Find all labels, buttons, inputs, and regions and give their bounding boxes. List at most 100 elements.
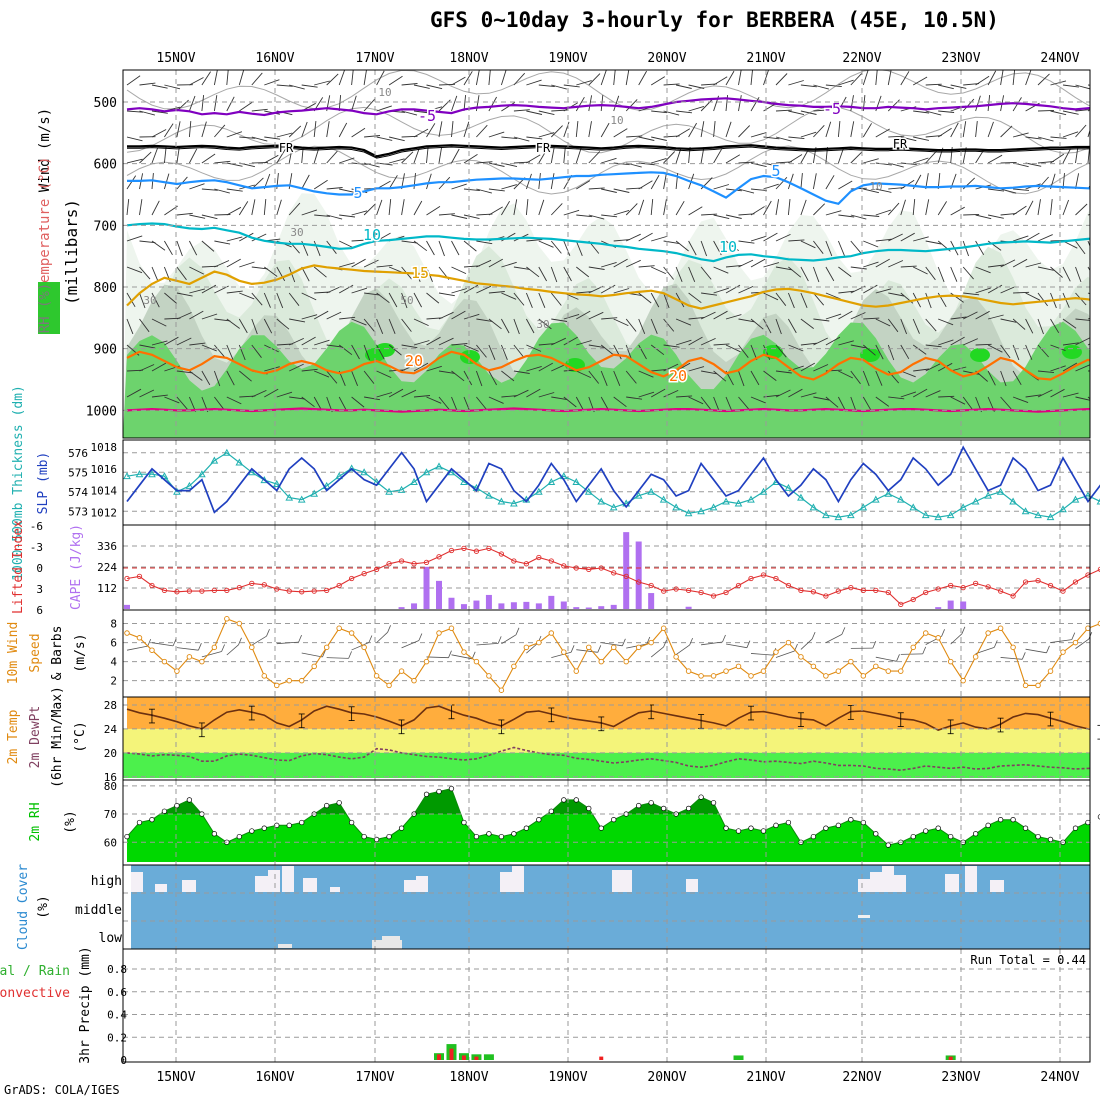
wind-barb: [313, 266, 327, 278]
wind-barb: [463, 240, 477, 252]
wind-barb: [925, 292, 932, 309]
wind-barb: [276, 391, 293, 398]
rh-marker: [1010, 817, 1016, 823]
wind-barb: [226, 370, 235, 386]
wind-barb: [338, 396, 348, 412]
date-label-bottom: 19NOV: [548, 1070, 587, 1085]
wind-barb: [239, 261, 255, 268]
wind-barb: [937, 127, 952, 138]
wind-barb: [988, 188, 1005, 192]
rh-marker: [448, 785, 455, 792]
wind-barb: [925, 390, 941, 398]
wind-barb: [301, 396, 315, 408]
wind-barb: [126, 110, 144, 113]
wind-barb: [588, 266, 605, 270]
wind-barb: [364, 292, 381, 296]
wind-barb: [451, 76, 466, 86]
axis-label-rh-units: (%): [63, 810, 78, 833]
li-marker: [660, 588, 667, 594]
wind-barb: [363, 203, 376, 216]
wind-barb: [913, 236, 929, 242]
wind-barb: [650, 318, 658, 334]
wind-barb: [164, 336, 179, 346]
wind-barb: [987, 370, 996, 386]
thickness-marker: [385, 487, 393, 495]
wind-barb: [1050, 344, 1066, 352]
wind-speed-marker: [848, 658, 854, 665]
wind-barb: [613, 344, 622, 360]
wind-barb: [463, 265, 480, 268]
wind-barb: [1037, 318, 1044, 335]
rh-marker: [386, 833, 392, 840]
wind-speed-marker: [635, 644, 642, 651]
wind-barb: [401, 363, 417, 372]
wind-barb: [301, 84, 318, 88]
wind-barb: [688, 396, 704, 405]
thickness-marker: [1034, 511, 1042, 519]
thickness-marker: [272, 479, 281, 487]
rh-marker: [498, 833, 505, 840]
wind-barb: [151, 340, 168, 346]
wind-barb: [301, 174, 310, 190]
thickness-marker: [347, 464, 356, 472]
wind-barb: [638, 344, 647, 360]
wind-barb: [388, 175, 398, 190]
wind-barb: [364, 135, 381, 138]
wind-barb: [1062, 148, 1071, 164]
date-label-top: 21NOV: [746, 51, 785, 66]
wind-barb: [988, 214, 1004, 219]
thickness-marker: [584, 487, 593, 495]
wind-speed-marker: [623, 658, 629, 665]
wind-barb: [513, 109, 530, 112]
rh-marker: [948, 833, 954, 840]
wind-speed-marker: [199, 658, 205, 665]
wind-barb: [588, 187, 605, 190]
wind-barb: [426, 365, 442, 372]
wind-barb: [351, 210, 368, 216]
wind-barb: [688, 316, 705, 320]
wind-barb: [176, 147, 180, 164]
wind-barb: [925, 363, 941, 372]
wind-barb: [139, 266, 151, 280]
thickness-marker: [697, 507, 705, 515]
li-marker: [511, 558, 517, 564]
wind-barb: [438, 292, 455, 297]
wind-barb: [600, 70, 607, 86]
wind-barb: [339, 316, 356, 320]
wind-speed-marker: [898, 668, 904, 674]
wind-speed-marker: [473, 658, 480, 665]
date-label-top: 18NOV: [449, 51, 488, 66]
wind-barb-flag: [471, 651, 476, 659]
isotherm-25: [126, 407, 1090, 413]
cape-bar: [423, 566, 430, 609]
isotherm-10: [126, 222, 1090, 263]
wind-barb: [563, 209, 580, 216]
wind-barb: [576, 310, 591, 320]
wind-barb: [638, 318, 646, 334]
wind-barb: [650, 292, 660, 308]
wind-barb: [775, 136, 792, 142]
rh-marker: [710, 800, 717, 806]
wind-barb: [900, 199, 906, 216]
wind-barb: [214, 260, 230, 268]
wind-barb: [276, 318, 290, 330]
wind-barb: [638, 180, 653, 190]
wind-barb: [575, 396, 585, 412]
date-label-top: 17NOV: [355, 51, 394, 66]
wind-barb-10m: [451, 654, 473, 660]
wind-barb: [364, 396, 380, 401]
wind-barb: [825, 210, 842, 216]
date-label-bottom: 15NOV: [156, 1070, 195, 1085]
wind-barb: [1087, 266, 1090, 272]
wind-barb: [912, 344, 927, 355]
thickness-marker: [148, 470, 156, 478]
wind-barb: [725, 188, 742, 192]
rh-marker: [236, 833, 242, 840]
isotherm-15: [126, 264, 1090, 310]
wind-barb: [838, 370, 853, 379]
wind-barb: [950, 316, 967, 320]
wind-barb: [925, 240, 942, 245]
wind-barb: [888, 260, 904, 268]
wind-barb: [201, 284, 217, 294]
wind-speed-line: [126, 618, 1100, 692]
